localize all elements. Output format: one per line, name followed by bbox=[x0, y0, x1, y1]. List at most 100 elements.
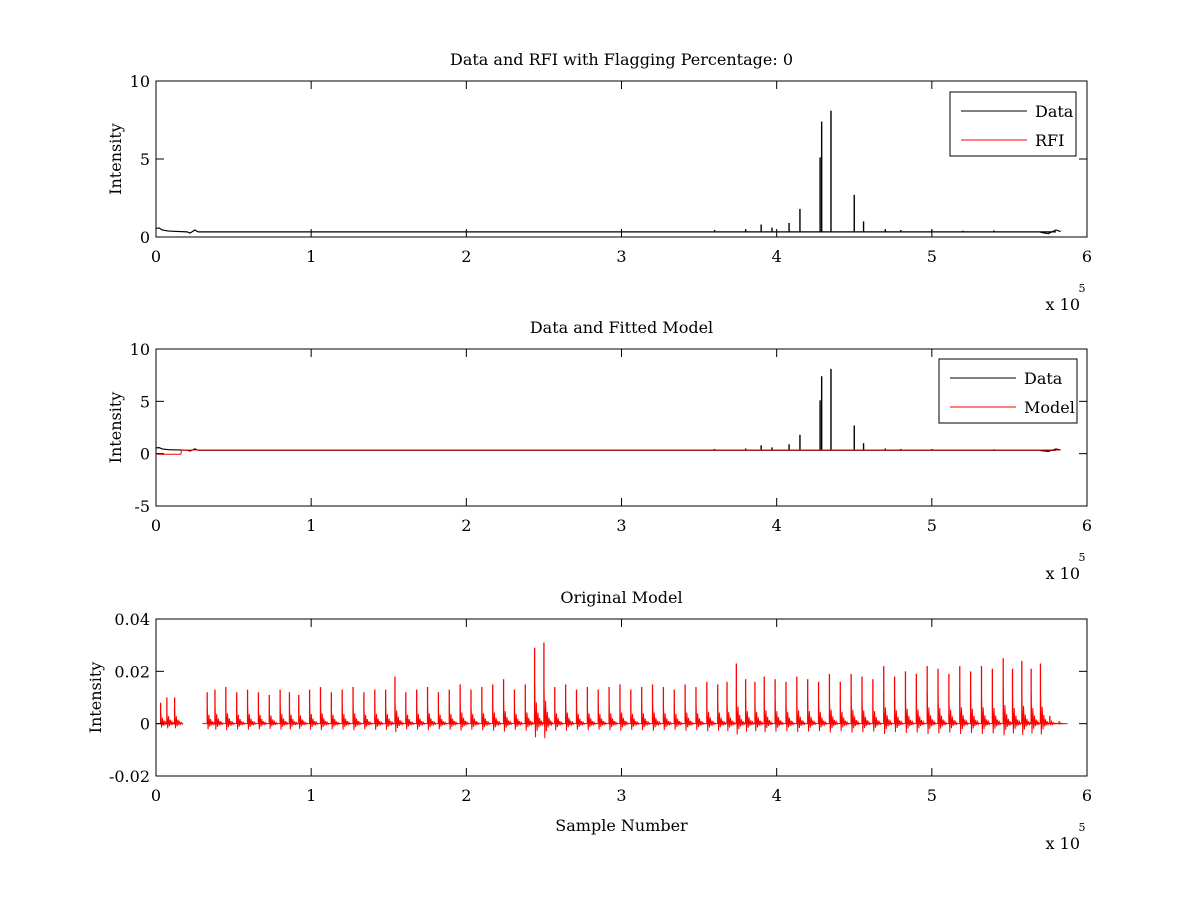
model-ringing-9 bbox=[257, 706, 268, 730]
y-tick-label: -5 bbox=[134, 497, 150, 516]
y-tick-label: 0.02 bbox=[114, 662, 150, 681]
model-ringing-62 bbox=[818, 700, 828, 732]
model-ringing-85 bbox=[1058, 722, 1068, 726]
chart-title: Original Model bbox=[560, 588, 682, 607]
data-series-segment-4 bbox=[1040, 229, 1061, 235]
y-tick-label: -0.02 bbox=[109, 767, 150, 786]
model-ringing-17 bbox=[341, 704, 352, 730]
x-tick-label: 6 bbox=[1082, 786, 1092, 805]
legend-box bbox=[938, 358, 1078, 424]
y-axis-label: Intensity bbox=[86, 662, 105, 734]
model-ringing-13 bbox=[298, 707, 308, 729]
plot-area bbox=[156, 642, 1068, 739]
model-ringing-40 bbox=[586, 703, 597, 731]
y-tick-label: 5 bbox=[140, 150, 150, 169]
legend-label-data: Data bbox=[1035, 102, 1074, 121]
axes-box bbox=[155, 80, 1088, 238]
model-ringing-8 bbox=[247, 704, 257, 730]
model-ringing-51 bbox=[706, 700, 716, 732]
model-ringing-31 bbox=[492, 702, 502, 731]
x-tick-label: 3 bbox=[616, 247, 626, 266]
model-ringing-59 bbox=[785, 700, 795, 732]
model-ringing-77 bbox=[980, 691, 991, 734]
x-tick-label: 6 bbox=[1082, 516, 1092, 535]
model-ringing-10 bbox=[268, 707, 279, 729]
model-ringing-16 bbox=[330, 706, 341, 730]
model-ringing-49 bbox=[684, 702, 695, 731]
y-tick-label: 0 bbox=[140, 445, 150, 464]
x-tick-label: 2 bbox=[461, 516, 471, 535]
model-ringing-71 bbox=[915, 696, 926, 733]
legend-label-data: Data bbox=[1024, 369, 1063, 388]
x-tick-label: 0 bbox=[151, 247, 161, 266]
model-ringing-83 bbox=[1039, 690, 1050, 735]
model-ringing-82 bbox=[1030, 693, 1041, 734]
model-ringing-23 bbox=[405, 706, 415, 730]
x-tick-label: 5 bbox=[927, 247, 937, 266]
model-ringing-67 bbox=[872, 699, 882, 732]
model-ringing-61 bbox=[807, 699, 817, 732]
x-tick-label: 1 bbox=[306, 247, 316, 266]
x-tick-label: 2 bbox=[461, 247, 471, 266]
model-ringing-72 bbox=[926, 691, 937, 734]
model-ringing-60 bbox=[796, 697, 806, 733]
model-ringing-7 bbox=[236, 706, 246, 730]
model-ringing-32 bbox=[503, 699, 513, 732]
model-ringing-79 bbox=[1002, 687, 1013, 736]
data-series-segment-1 bbox=[156, 227, 169, 232]
model-ringing-24 bbox=[416, 704, 426, 730]
x-tick-label: 4 bbox=[772, 786, 782, 805]
x-tick-label: 5 bbox=[927, 516, 937, 535]
x-tick-label: 3 bbox=[616, 786, 626, 805]
model-ringing-35 bbox=[534, 681, 544, 738]
model-ringing-44 bbox=[630, 704, 640, 730]
x-tick-label: 1 bbox=[306, 516, 316, 535]
model-ringing-36 bbox=[543, 679, 553, 739]
y-tick-label: 0 bbox=[140, 228, 150, 247]
data-series-segment-2 bbox=[168, 229, 199, 234]
model-ringing-43 bbox=[619, 702, 629, 731]
model-ringing-20 bbox=[374, 704, 384, 730]
legend: Data RFI bbox=[949, 91, 1077, 157]
x-tick-label: 0 bbox=[151, 516, 161, 535]
model-ringing-29 bbox=[470, 704, 480, 730]
model-ringing-76 bbox=[970, 694, 980, 734]
x-axis-label: Sample Number bbox=[555, 816, 688, 835]
chart-title: Data and RFI with Flagging Percentage: 0 bbox=[450, 50, 793, 69]
model-ringing-45 bbox=[641, 703, 651, 731]
y-tick-label: 5 bbox=[140, 392, 150, 411]
x-tick-label: 5 bbox=[927, 786, 937, 805]
model-ringing-84 bbox=[1049, 719, 1059, 726]
legend-box bbox=[949, 91, 1077, 157]
model-ringing-56 bbox=[754, 700, 764, 732]
model-ringing-46 bbox=[652, 702, 662, 731]
model-ringing-38 bbox=[565, 702, 575, 731]
model-ringing-55 bbox=[745, 699, 755, 732]
model-ringing-15 bbox=[319, 703, 330, 731]
legend-label-rfi: RFI bbox=[1035, 131, 1064, 150]
model-ringing-14 bbox=[309, 704, 319, 730]
model-ringing-28 bbox=[459, 702, 470, 731]
x-tick-label: 0 bbox=[151, 786, 161, 805]
model-ringing-74 bbox=[948, 696, 958, 733]
y-tick-label: 10 bbox=[130, 72, 150, 91]
model-ringing-33 bbox=[513, 704, 524, 730]
model-ringing-39 bbox=[576, 704, 586, 730]
model-ringing-21 bbox=[385, 704, 395, 730]
x-multiplier-label: x 10 bbox=[1046, 295, 1080, 314]
model-ringing-34 bbox=[524, 702, 535, 731]
x-tick-label: 6 bbox=[1082, 247, 1092, 266]
model-ringing-65 bbox=[850, 696, 861, 733]
plot-area bbox=[156, 110, 1061, 235]
x-tick-label: 4 bbox=[772, 516, 782, 535]
model-ringing-78 bbox=[991, 693, 1002, 734]
legend-label-model: Model bbox=[1024, 398, 1075, 417]
model-ringing-25 bbox=[427, 703, 437, 731]
model-ringing-26 bbox=[437, 706, 448, 730]
x-tick-label: 2 bbox=[461, 786, 471, 805]
model-ringing-50 bbox=[695, 703, 705, 731]
model-ringing-37 bbox=[554, 703, 564, 731]
model-ringing-53 bbox=[726, 700, 736, 732]
y-tick-label: 0.04 bbox=[114, 610, 150, 629]
